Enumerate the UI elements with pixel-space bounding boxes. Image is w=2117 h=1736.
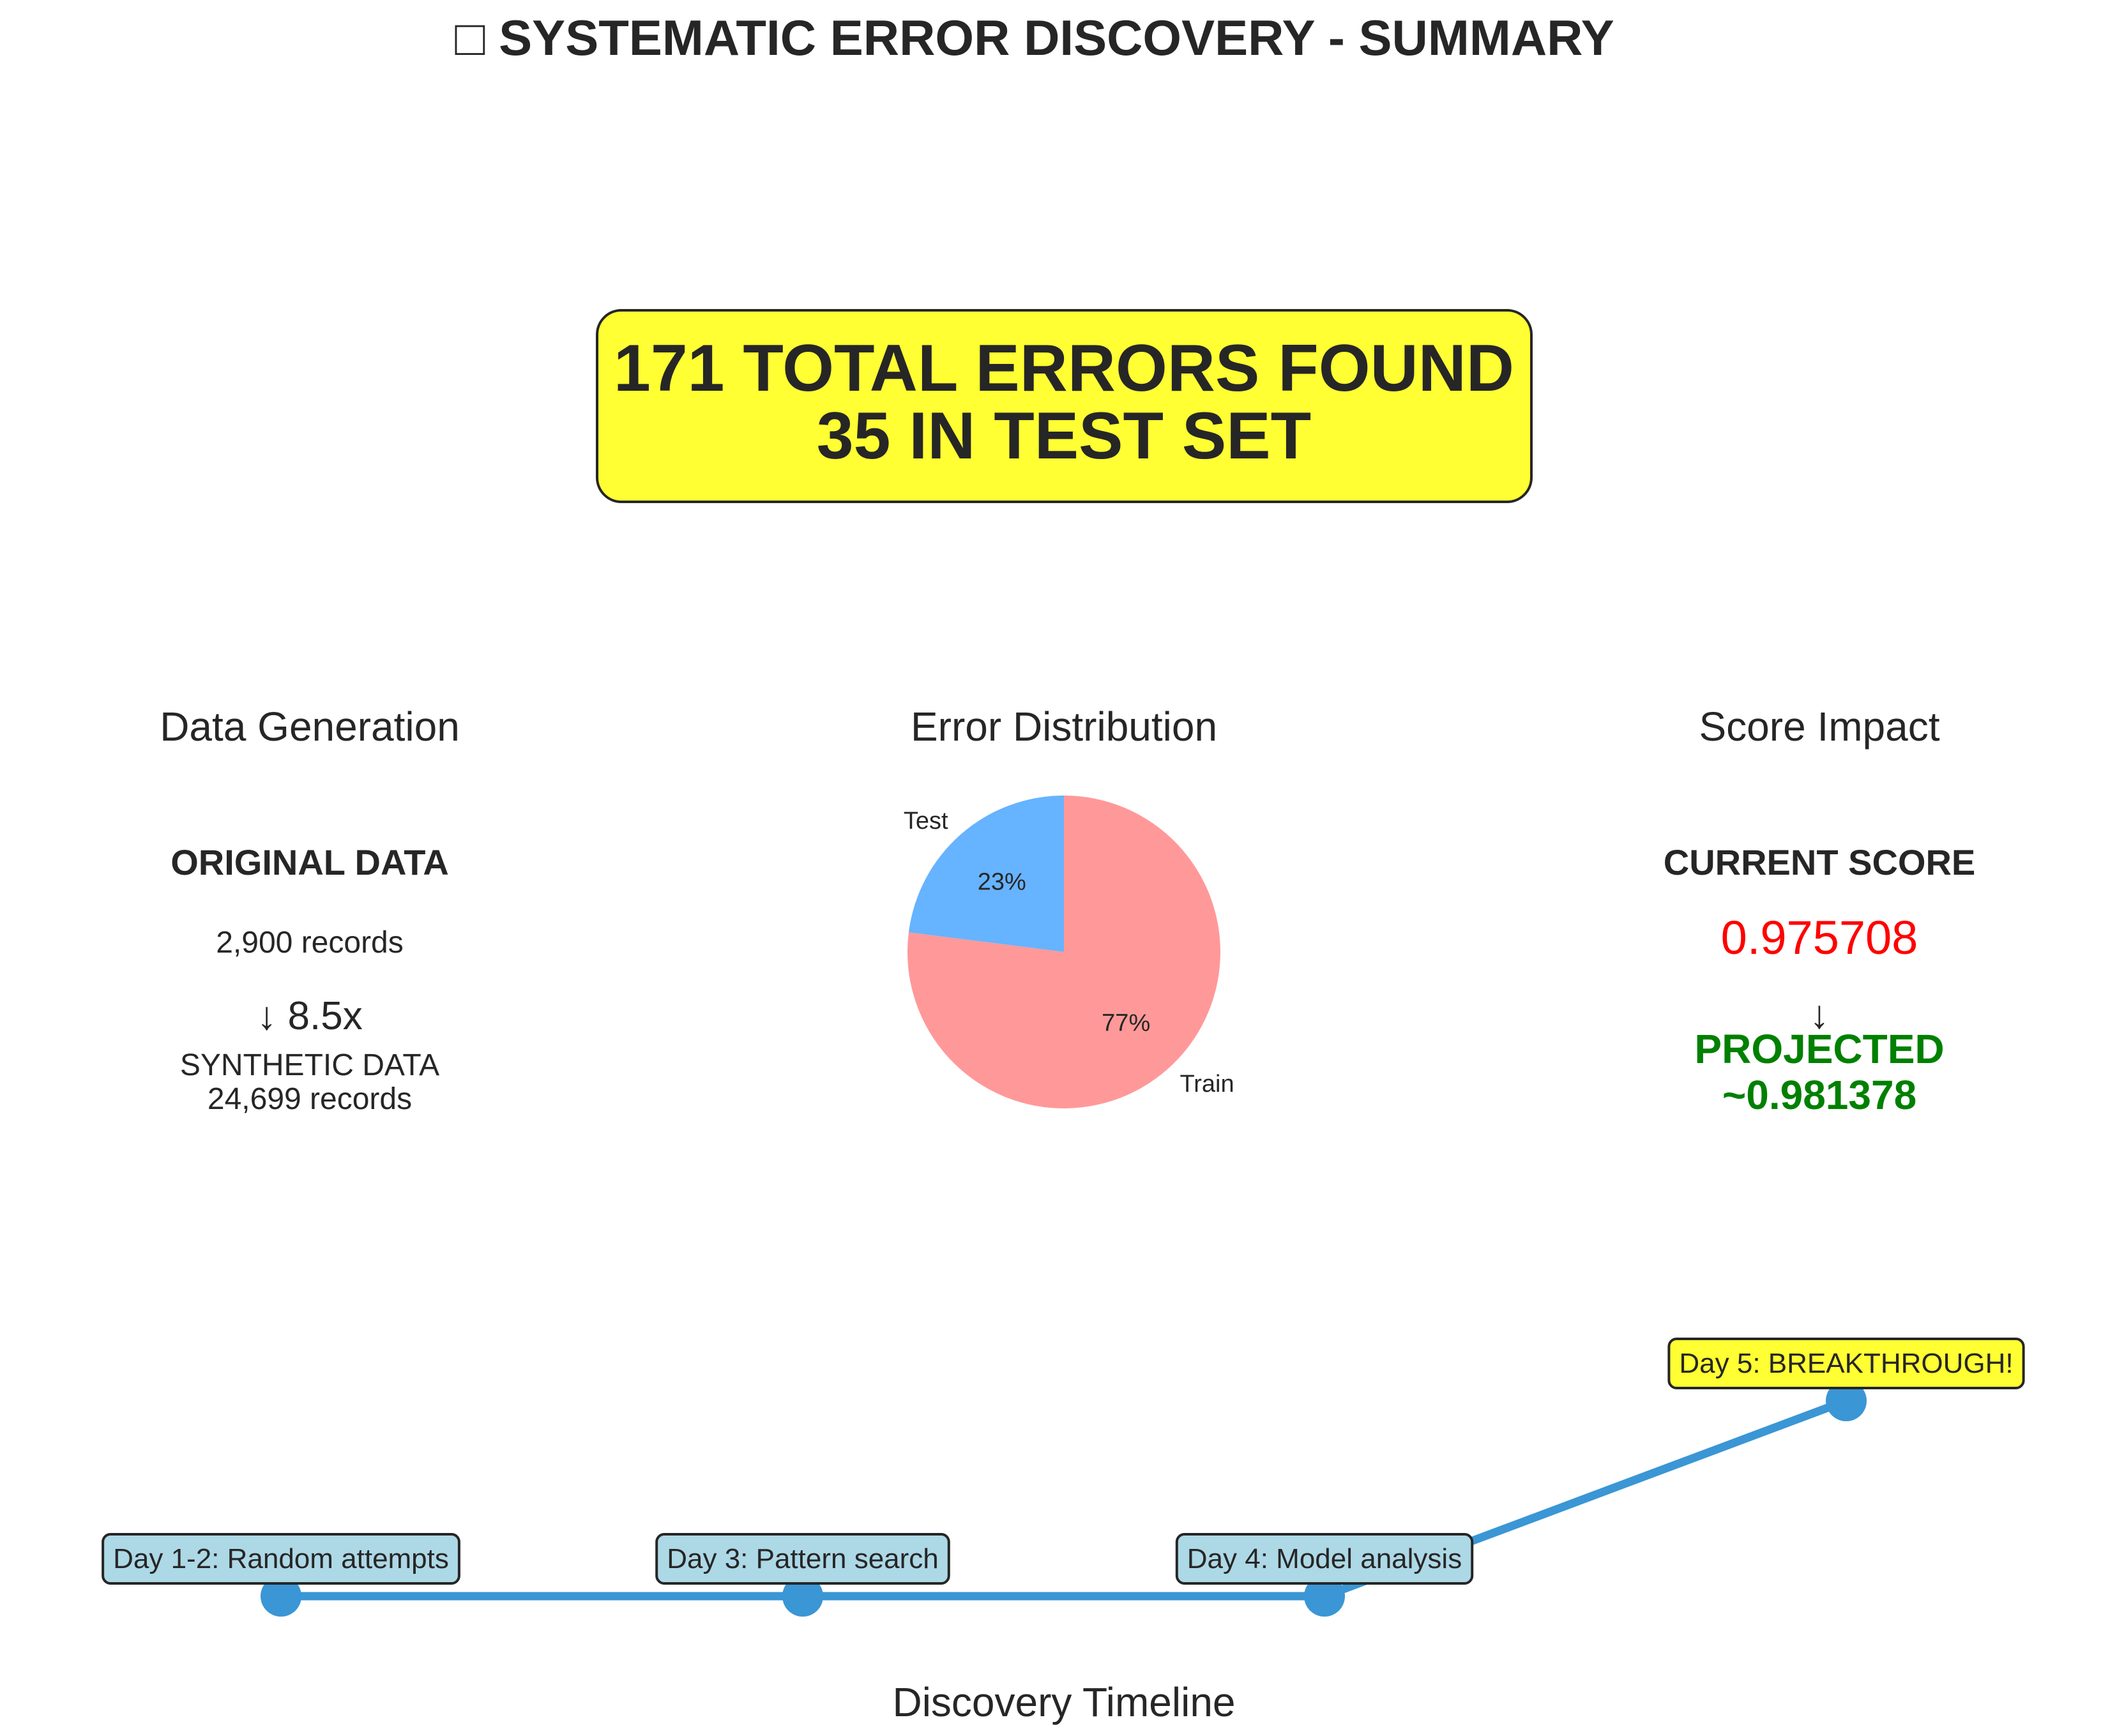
timeline-label-box-3 (1175, 1533, 1474, 1585)
timeline-label-box-4 (1667, 1338, 2025, 1389)
timeline-line (281, 1396, 1848, 1601)
original-data-heading: ORIGINAL DATA (171, 842, 449, 882)
pie-label-test: Test (904, 808, 948, 834)
timeline-label-1: Day 1-2: Random attempts (113, 1543, 449, 1574)
timeline-point-3 (1304, 1576, 1345, 1617)
synthetic-records: 24,699 records (208, 1082, 412, 1116)
banner-line-2: 35 IN TEST SET (817, 399, 1311, 473)
timeline-point-4 (1826, 1380, 1867, 1421)
score-impact-title: Score Impact (1699, 704, 1939, 750)
summary-banner (596, 309, 1533, 503)
timeline-title: Discovery Timeline (892, 1679, 1235, 1725)
synthetic-data-label: SYNTHETIC DATA (180, 1048, 439, 1082)
timeline-label-3: Day 4: Model analysis (1187, 1543, 1462, 1574)
figure-title: □ SYSTEMATIC ERROR DISCOVERY - SUMMARY (455, 10, 1614, 66)
timeline-point-2 (782, 1576, 823, 1617)
pie-pct-test: 23% (978, 869, 1026, 896)
score-arrow: ↓ (1810, 993, 1830, 1037)
banner-line-1: 171 TOTAL ERRORS FOUND (614, 331, 1514, 405)
projected-label: PROJECTED (1694, 1026, 1944, 1072)
timeline-label-4: Day 5: BREAKTHROUGH! (1679, 1348, 2013, 1379)
discovery-timeline: Day 1-2: Random attempts Day 3: Pattern s… (102, 1338, 2025, 1617)
timeline-label-box-2 (655, 1533, 950, 1585)
multiplier-factor: ↓ 8.5x (257, 994, 362, 1038)
current-score-value: 0.975708 (1721, 911, 1918, 964)
pie-slice-test (908, 796, 1064, 952)
original-records: 2,900 records (216, 926, 404, 960)
pie-pct-train: 77% (1102, 1009, 1150, 1036)
timeline-label-box-1 (102, 1533, 460, 1585)
pie-label-train: Train (1180, 1071, 1234, 1098)
projected-score-value: ~0.981378 (1722, 1072, 1916, 1118)
timeline-label-2: Day 3: Pattern search (667, 1543, 939, 1574)
data-generation-title: Data Generation (160, 704, 460, 750)
current-score-heading: CURRENT SCORE (1664, 842, 1975, 882)
error-distribution-title: Error Distribution (911, 704, 1217, 750)
timeline-point-1 (261, 1576, 301, 1617)
pie-slice-train (907, 796, 1220, 1108)
error-distribution-pie: Test 23% Train 77% (904, 796, 1234, 1108)
